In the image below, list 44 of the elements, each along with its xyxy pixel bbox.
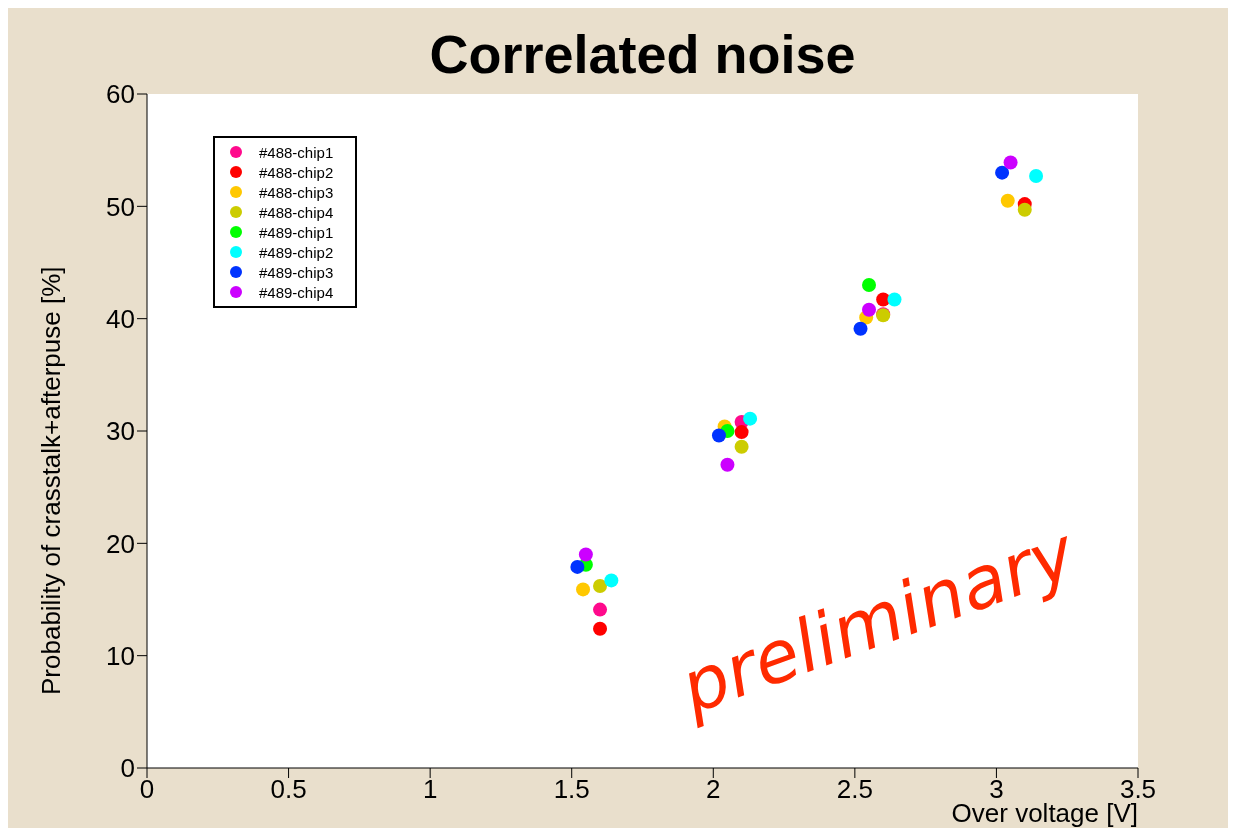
legend-label: #489-chip4	[259, 283, 334, 301]
y-tick-label: 50	[106, 191, 135, 222]
point	[862, 302, 877, 317]
point	[570, 559, 585, 574]
point	[593, 602, 608, 617]
point	[1017, 202, 1032, 217]
chart-title: Correlated noise	[428, 23, 857, 86]
x-tick-label: 2	[706, 774, 721, 805]
point	[576, 582, 591, 597]
legend-label: #488-chip1	[259, 143, 334, 161]
point	[593, 621, 608, 636]
point	[862, 277, 877, 292]
point	[1003, 155, 1018, 170]
y-tick-label: 10	[106, 640, 135, 671]
y-tick-label: 20	[106, 528, 135, 559]
point	[1029, 169, 1044, 183]
legend-label: #488-chip2	[259, 163, 334, 181]
y-tick-label: 60	[106, 79, 135, 110]
x-tick-label: 2.5	[836, 774, 873, 805]
y-tick-label: 30	[106, 416, 135, 447]
point	[734, 439, 749, 454]
point	[593, 579, 608, 594]
x-tick-label: 0	[139, 774, 155, 805]
point	[853, 321, 868, 336]
y-axis-title: Probability of crasstalk+afterpuse [%]	[36, 265, 67, 698]
point	[887, 292, 902, 307]
point	[720, 457, 735, 472]
point	[743, 411, 758, 426]
point	[995, 165, 1010, 180]
x-tick-label: 1	[422, 774, 438, 805]
point	[578, 547, 593, 562]
point	[604, 573, 619, 588]
x-tick-label: 1.5	[553, 774, 590, 805]
legend-label: #488-chip3	[259, 183, 334, 201]
y-tick-label: 0	[120, 753, 135, 784]
point	[1000, 193, 1015, 208]
legend-label: #489-chip2	[259, 243, 334, 261]
x-tick-label: 0.5	[270, 774, 307, 805]
y-tick-label: 40	[106, 303, 135, 334]
legend-label: #489-chip3	[259, 263, 334, 281]
point	[734, 425, 749, 440]
legend-label: #488-chip4	[259, 203, 334, 221]
point	[711, 428, 726, 443]
legend-label: #489-chip1	[259, 223, 334, 241]
